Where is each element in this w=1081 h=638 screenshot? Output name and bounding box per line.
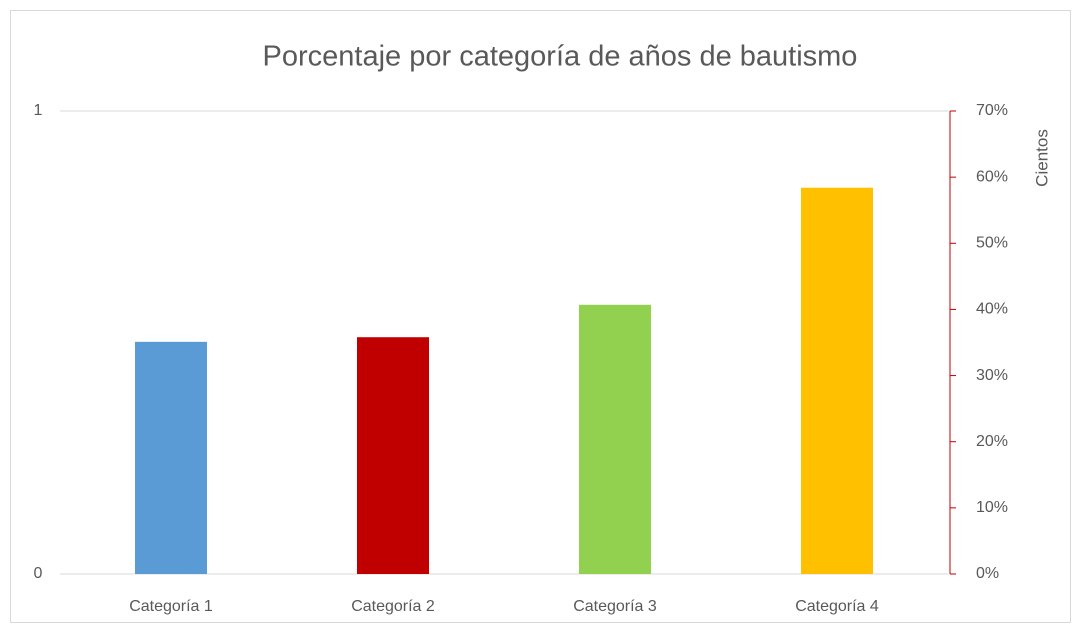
- y2-axis-label: Cientos: [1032, 129, 1051, 187]
- y2-tick-label: 40%: [976, 301, 1008, 318]
- bar: [801, 187, 873, 574]
- y2-tick-label: 50%: [976, 235, 1008, 252]
- y2-tick-label: 30%: [976, 367, 1008, 384]
- bar: [135, 341, 207, 574]
- y2-tick-label: 10%: [976, 499, 1008, 516]
- y2-tick-label: 0%: [976, 565, 999, 582]
- x-tick-label: Categoría 3: [573, 598, 657, 615]
- y-tick-label: 1: [34, 102, 43, 119]
- chart-title: Porcentaje por categoría de años de baut…: [263, 41, 858, 73]
- bar: [579, 304, 651, 574]
- y2-tick-label: 20%: [976, 433, 1008, 450]
- x-tick-label: Categoría 1: [129, 598, 213, 615]
- y2-tick-label: 70%: [976, 102, 1008, 119]
- y-tick-label: 0: [34, 565, 43, 582]
- y2-tick-label: 60%: [976, 168, 1008, 185]
- x-tick-label: Categoría 2: [351, 598, 435, 615]
- x-tick-label: Categoría 4: [795, 598, 879, 615]
- bar: [357, 337, 429, 574]
